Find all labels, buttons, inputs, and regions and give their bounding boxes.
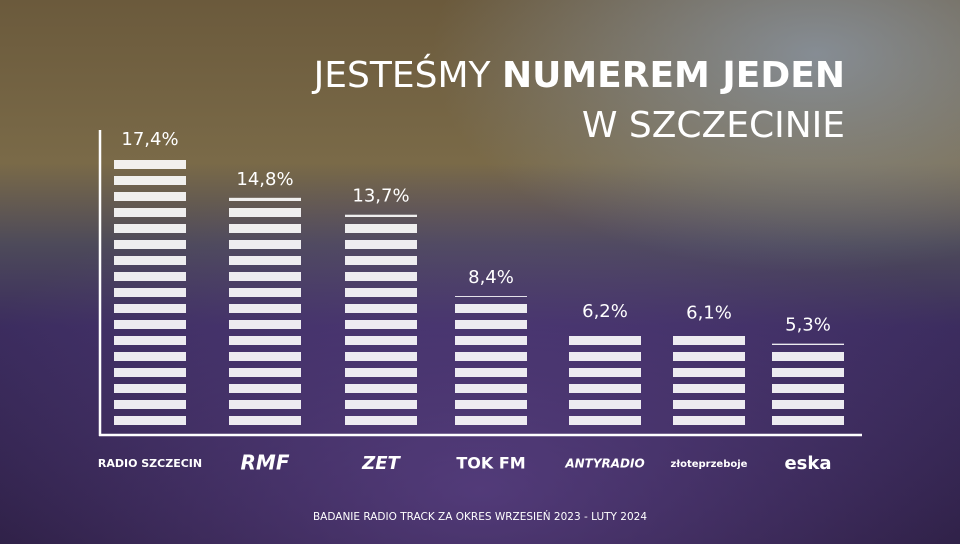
x-tick-label: RMF [241, 451, 290, 475]
x-tick-label: złoteprzeboje [671, 459, 748, 470]
x-tick-label: TOK FM [456, 454, 525, 473]
title-part: NUMEREM JEDEN [502, 55, 845, 96]
x-tick-label: RADIO SZCZECIN [98, 457, 202, 470]
title-part: JESTEŚMY [312, 54, 492, 96]
bar [455, 296, 527, 425]
value-label: 14,8% [236, 169, 293, 190]
value-label: 17,4% [121, 129, 178, 150]
bar [345, 214, 417, 425]
value-label: 6,2% [582, 301, 628, 322]
x-tick-label: ANTYRADIO [564, 457, 644, 471]
value-label: 8,4% [468, 267, 514, 288]
chart-subtitle: W SZCZECINIE [582, 105, 845, 146]
bar [772, 343, 844, 425]
x-tick-label: ZET [361, 453, 401, 474]
bar [569, 329, 641, 425]
bar [114, 157, 186, 425]
x-tick-label: eska [784, 453, 831, 474]
value-label: 5,3% [785, 315, 831, 336]
bar [229, 197, 301, 425]
footnote: BADANIE RADIO TRACK ZA OKRES WRZESIEŃ 20… [313, 510, 647, 523]
chart-title: JESTEŚMY NUMEREM JEDEN [312, 54, 845, 96]
value-label: 13,7% [352, 186, 409, 207]
value-label: 6,1% [686, 302, 732, 323]
bar [673, 331, 745, 425]
